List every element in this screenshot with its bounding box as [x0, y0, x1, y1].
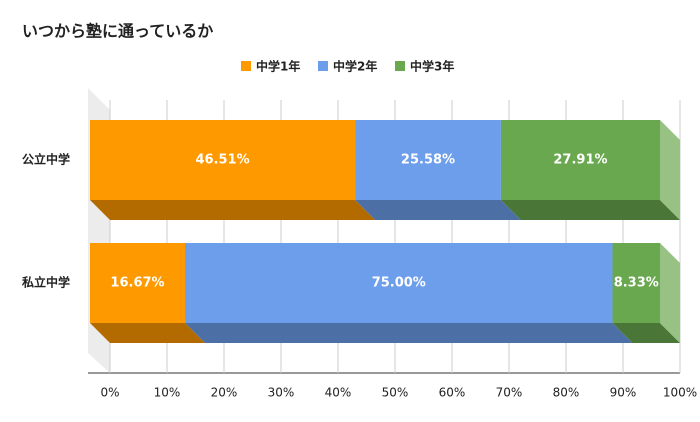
bar [90, 120, 356, 200]
x-tick-label: 80% [553, 386, 580, 400]
x-tick-label: 40% [325, 386, 352, 400]
bar-side [660, 120, 680, 220]
bar [612, 243, 660, 323]
x-tick-label: 100% [663, 386, 697, 400]
value-label: 75.00% [372, 276, 426, 291]
y-tick-label: 公立中学 [22, 152, 70, 167]
x-tick-label: 60% [439, 386, 466, 400]
bar-side [660, 243, 680, 343]
bar-depth [90, 323, 206, 343]
bar-depth [355, 200, 521, 220]
bar [500, 120, 660, 200]
legend-swatch [395, 61, 405, 71]
x-tick-label: 30% [268, 386, 295, 400]
legend-label: 中学3年 [410, 59, 454, 74]
bar [355, 120, 501, 200]
value-label: 27.91% [553, 153, 607, 168]
chart-title: いつから塾に通っているか [22, 22, 213, 41]
value-label: 46.51% [195, 153, 249, 168]
x-tick-label: 90% [610, 386, 637, 400]
legend-label: 中学2年 [333, 59, 377, 74]
bar [185, 243, 613, 323]
x-tick-label: 20% [211, 386, 238, 400]
legend-swatch [318, 61, 328, 71]
x-tick-label: 0% [100, 386, 119, 400]
bar-depth [185, 323, 633, 343]
legend-label: 中学1年 [256, 59, 300, 74]
bar-depth [612, 323, 680, 343]
x-tick-label: 50% [382, 386, 409, 400]
legend-swatch [241, 61, 251, 71]
y-tick-label: 私立中学 [21, 275, 70, 290]
bar [90, 243, 186, 323]
value-label: 25.58% [401, 153, 455, 168]
value-label: 16.67% [110, 276, 164, 291]
bar-depth [90, 200, 376, 220]
value-label: 8.33% [614, 276, 659, 291]
x-tick-label: 70% [496, 386, 523, 400]
bar-depth [500, 200, 680, 220]
x-tick-label: 10% [154, 386, 181, 400]
